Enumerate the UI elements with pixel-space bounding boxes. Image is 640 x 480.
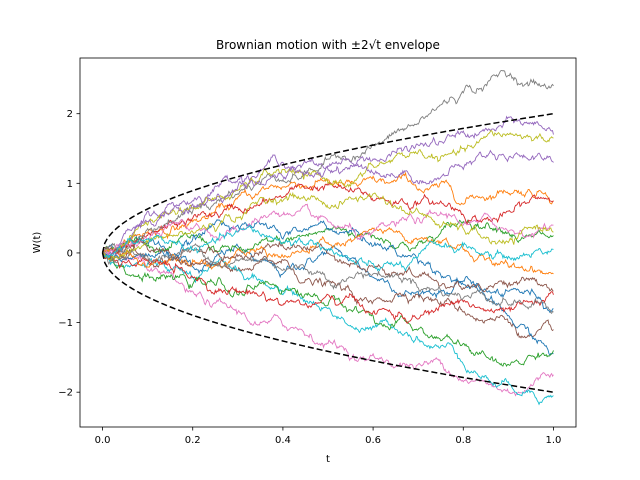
- x-tick-label: 0.4: [275, 435, 291, 446]
- y-axis-ticks: −2 −1 0 1 2: [58, 109, 80, 399]
- series-line-8: [102, 69, 554, 256]
- x-tick-label: 0.0: [95, 435, 111, 446]
- series-line-16: [102, 238, 554, 293]
- series-line-4: [102, 181, 554, 259]
- y-axis-label: W(t): [32, 232, 43, 254]
- x-tick-label: 0.6: [365, 435, 381, 446]
- series-line-12: [102, 226, 554, 275]
- series-line-18: [102, 243, 554, 315]
- series-line-7: [102, 249, 554, 397]
- chart-title: Brownian motion with ±2√t envelope: [216, 38, 440, 52]
- y-tick-label: 1: [67, 179, 73, 190]
- x-tick-label: 1.0: [546, 435, 562, 446]
- upper-envelope-line: [101, 112, 554, 254]
- series-line-9: [102, 129, 554, 254]
- lower-envelope-line: [101, 252, 554, 393]
- y-tick-label: 0: [67, 248, 73, 259]
- series-line-2: [102, 171, 554, 258]
- series-line-19: [102, 191, 554, 261]
- series-line-17: [102, 203, 554, 257]
- y-tick-label: 2: [67, 109, 73, 120]
- plot-frame: [79, 57, 577, 428]
- series-line-20: [102, 224, 554, 272]
- series-layer: [102, 69, 554, 406]
- series-line-11: [102, 218, 554, 356]
- series-line-13: [102, 252, 554, 368]
- series-line-15: [102, 149, 554, 257]
- x-axis-ticks: 0.0 0.2 0.4 0.6 0.8 1.0: [95, 427, 562, 446]
- series-line-5: [102, 115, 554, 261]
- series-line-14: [102, 252, 554, 324]
- x-tick-label: 0.8: [455, 435, 471, 446]
- y-tick-label: −1: [58, 318, 73, 329]
- y-tick-label: −2: [58, 388, 73, 399]
- x-axis-label: t: [326, 454, 330, 465]
- envelope-layer: [101, 112, 554, 393]
- x-tick-label: 0.2: [185, 435, 201, 446]
